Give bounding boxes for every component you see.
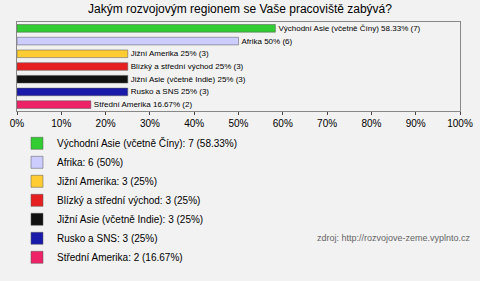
svg-text:Blízký a střední východ: 3 (25: Blízký a střední východ: 3 (25%) (57, 195, 200, 206)
svg-text:Blízký a střední východ 25% (3: Blízký a střední východ 25% (3) (131, 62, 244, 71)
svg-text:30%: 30% (140, 118, 160, 129)
svg-text:80%: 80% (361, 118, 381, 129)
svg-text:50%: 50% (228, 118, 248, 129)
svg-text:Jižní Amerika: 3 (25%): Jižní Amerika: 3 (25%) (57, 176, 157, 187)
svg-text:Střední Amerika: 2 (16.67%): Střední Amerika: 2 (16.67%) (57, 252, 183, 263)
svg-text:Jižní Amerika 25% (3): Jižní Amerika 25% (3) (131, 49, 209, 58)
svg-text:Afrika: 6 (50%): Afrika: 6 (50%) (57, 157, 123, 168)
svg-text:100%: 100% (447, 118, 473, 129)
svg-text:40%: 40% (184, 118, 204, 129)
svg-text:Rusko a SNS: 3 (25%): Rusko a SNS: 3 (25%) (57, 233, 158, 244)
svg-text:Jakým rozvojovým regionem se V: Jakým rozvojovým regionem se Vaše pracov… (88, 2, 392, 16)
svg-text:Jižní Asie (včetně Indie): 3 (: Jižní Asie (včetně Indie): 3 (25%) (57, 214, 203, 225)
svg-text:90%: 90% (406, 118, 426, 129)
svg-text:Rusko a SNS 25% (3): Rusko a SNS 25% (3) (131, 87, 210, 96)
svg-text:20%: 20% (96, 118, 116, 129)
svg-text:10%: 10% (51, 118, 71, 129)
svg-text:Východní Asie (včetně Číny) 58: Východní Asie (včetně Číny) 58.33% (7) (278, 24, 420, 33)
svg-text:Východní Asie (včetně Číny): 7: Východní Asie (včetně Číny): 7 (58.33%) (57, 137, 237, 149)
svg-text:70%: 70% (317, 118, 337, 129)
svg-text:0%: 0% (10, 118, 25, 129)
svg-text:60%: 60% (273, 118, 293, 129)
svg-text:Střední Amerika 16.67% (2): Střední Amerika 16.67% (2) (94, 100, 193, 109)
svg-text:Jižní Asie (včetně Indie) 25%: Jižní Asie (včetně Indie) 25% (3) (131, 75, 246, 84)
svg-text:zdroj: http://rozvojove-zeme.v: zdroj: http://rozvojove-zeme.vyplnto.cz (317, 233, 471, 243)
svg-text:Afrika 50% (6): Afrika 50% (6) (242, 37, 293, 46)
